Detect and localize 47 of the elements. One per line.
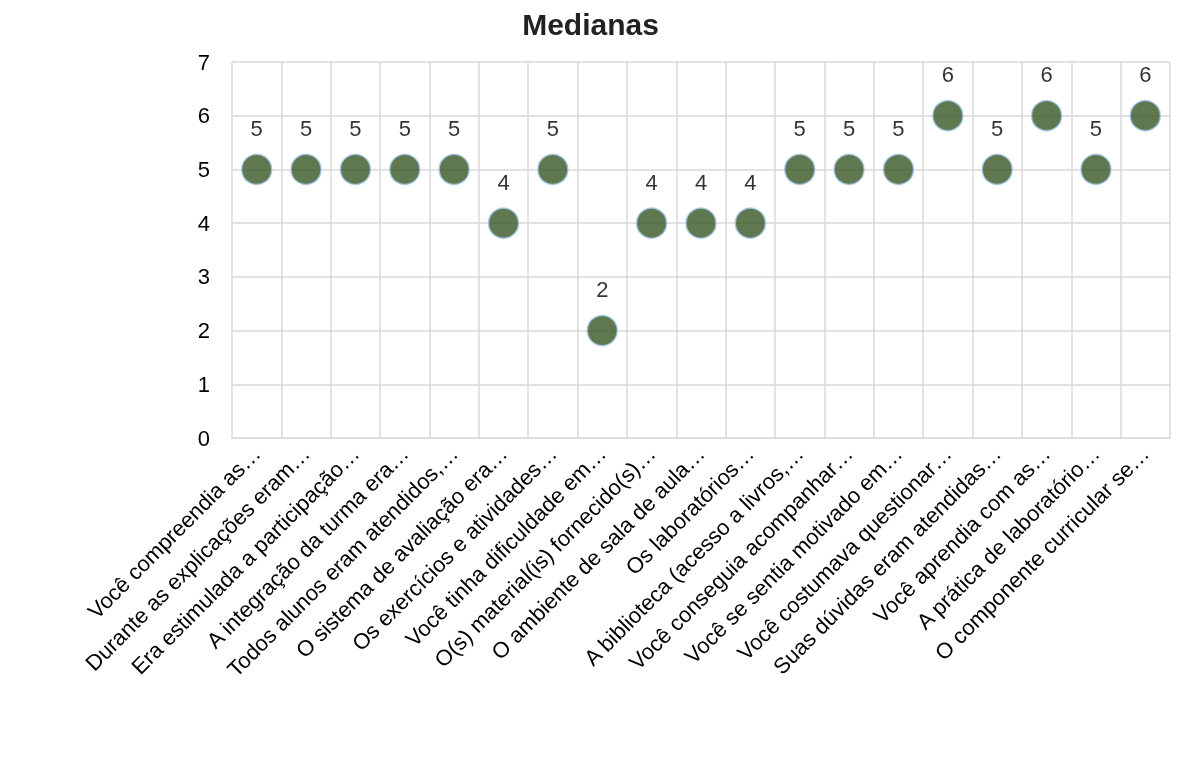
y-tick-label: 4 [197,210,210,236]
data-label: 5 [349,116,362,142]
point [1080,153,1112,186]
point [537,153,569,186]
data-label: 5 [991,116,1004,142]
point [487,207,520,239]
y-tick-label: 6 [197,103,210,129]
data-label: 5 [250,116,263,142]
y-tick-label: 0 [197,425,210,451]
y-tick-label: 2 [197,318,210,344]
point [586,314,619,347]
point [685,207,717,239]
data-label: 5 [793,116,806,142]
chart-title: Medianas [522,7,659,41]
data-label: 5 [299,116,313,142]
point [438,153,470,186]
data-label: 5 [398,116,411,142]
point [290,153,322,186]
y-tick-label: 1 [197,371,210,397]
point [981,153,1013,186]
point [833,153,865,186]
data-label: 5 [892,116,905,142]
data-label: 6 [1139,62,1152,88]
data-label: 5 [1089,116,1103,142]
data-label: 4 [645,169,658,195]
data-label: 5 [448,116,461,142]
point [784,153,816,186]
y-tick-label: 7 [197,49,210,75]
data-label: 2 [596,277,609,303]
point [734,207,767,239]
data-label: 5 [842,116,856,142]
y-tick-label: 5 [197,156,210,182]
data-label: 5 [546,116,560,142]
data-label: 6 [1040,62,1053,88]
data-label: 4 [694,169,708,195]
data-label: 6 [941,62,954,88]
point [635,207,668,239]
point [932,99,964,132]
point [1030,99,1063,132]
point [882,153,915,186]
point [389,153,421,186]
point [240,153,273,186]
data-label: 4 [497,169,510,195]
point [339,153,372,186]
y-tick-label: 3 [197,264,210,290]
data-label: 4 [744,169,757,195]
point [1129,99,1162,132]
